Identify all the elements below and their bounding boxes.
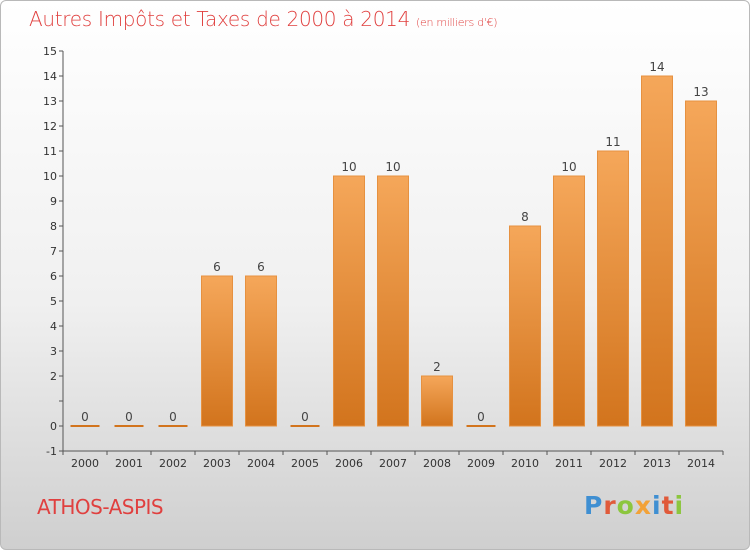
- x-tick-label: 2009: [467, 457, 495, 470]
- y-tick-label: 15: [43, 45, 57, 58]
- data-label: 10: [561, 160, 576, 174]
- x-tick-label: 2004: [247, 457, 275, 470]
- x-tick-label: 2005: [291, 457, 319, 470]
- x-tick-label: 2003: [203, 457, 231, 470]
- logo-letter: r: [603, 491, 617, 520]
- y-tick-label: 14: [43, 70, 57, 83]
- data-label: 8: [521, 210, 529, 224]
- x-tick-label: 2006: [335, 457, 363, 470]
- bar: [201, 275, 233, 427]
- y-tick-label: 13: [43, 95, 57, 108]
- y-tick-label: 3: [50, 345, 57, 358]
- x-tick-label: 2013: [643, 457, 671, 470]
- data-label: 11: [605, 135, 620, 149]
- y-tick-label: 2: [50, 370, 57, 383]
- commune-name: ATHOS-ASPIS: [37, 495, 164, 519]
- bar: [466, 425, 496, 427]
- data-label: 0: [125, 410, 133, 424]
- bar: [509, 225, 541, 427]
- bar: [377, 175, 409, 427]
- bar: [685, 100, 717, 427]
- x-tick-label: 2000: [71, 457, 99, 470]
- data-label: 0: [169, 410, 177, 424]
- proxiti-logo: Proxiti: [584, 491, 684, 520]
- logo-letter: i: [674, 491, 685, 520]
- x-tick-label: 2010: [511, 457, 539, 470]
- y-tick-label: 4: [50, 320, 57, 333]
- x-tick-label: 2011: [555, 457, 583, 470]
- logo-letter: P: [584, 491, 604, 520]
- x-tick-label: 2001: [115, 457, 143, 470]
- data-label: 2: [433, 360, 441, 374]
- chart-title-text: Autres Impôts et Taxes de 2000 à 2014: [29, 7, 410, 31]
- bar: [553, 175, 585, 427]
- x-tick-label: 2012: [599, 457, 627, 470]
- bar: [114, 425, 144, 427]
- x-tick-label: 2014: [687, 457, 715, 470]
- y-tick-label: 11: [43, 145, 57, 158]
- data-label: 0: [477, 410, 485, 424]
- logo-letter: x: [634, 491, 652, 520]
- y-tick-label: 5: [50, 295, 57, 308]
- data-label: 10: [341, 160, 356, 174]
- y-tick-label: 7: [50, 245, 57, 258]
- bar: [333, 175, 365, 427]
- bar: [641, 75, 673, 427]
- bar: [421, 375, 453, 427]
- x-tick-label: 2007: [379, 457, 407, 470]
- data-label: 6: [213, 260, 221, 274]
- x-tick-label: 2002: [159, 457, 187, 470]
- y-tick-label: 10: [43, 170, 57, 183]
- data-label: 0: [301, 410, 309, 424]
- data-label: 10: [385, 160, 400, 174]
- y-tick-label: 12: [43, 120, 57, 133]
- y-tick-label: 6: [50, 270, 57, 283]
- chart-subtitle: (en milliers d'€): [416, 16, 498, 29]
- y-tick-label: 9: [50, 195, 57, 208]
- bar: [70, 425, 100, 427]
- bar: [290, 425, 320, 427]
- logo-letter: o: [616, 491, 635, 520]
- y-tick-label: -1: [46, 445, 57, 458]
- bar: [245, 275, 277, 427]
- data-label: 13: [693, 85, 708, 99]
- chart-title: Autres Impôts et Taxes de 2000 à 2014 (en…: [29, 7, 497, 31]
- y-tick-label: 0: [50, 420, 57, 433]
- data-label: 6: [257, 260, 265, 274]
- data-label: 0: [81, 410, 89, 424]
- logo-letter: i: [652, 491, 662, 520]
- bar: [158, 425, 188, 427]
- bar: [597, 150, 629, 427]
- data-label: 14: [649, 60, 664, 74]
- logo-letter: t: [661, 491, 675, 520]
- y-tick-label: 8: [50, 220, 57, 233]
- x-tick-label: 2008: [423, 457, 451, 470]
